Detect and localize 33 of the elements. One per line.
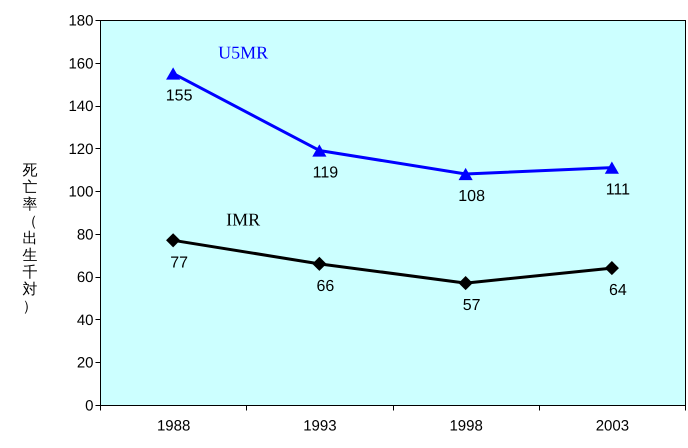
data-label: 64 bbox=[608, 282, 627, 300]
data-label: 77 bbox=[170, 254, 188, 272]
data-label: 57 bbox=[462, 297, 481, 314]
y-tick-label: 140 bbox=[68, 98, 94, 116]
y-tick-label: 100 bbox=[68, 184, 94, 201]
data-label: 119 bbox=[312, 164, 338, 182]
y-tick-label: 40 bbox=[76, 312, 94, 329]
x-tick-label: 1988 bbox=[156, 418, 190, 434]
data-label: 155 bbox=[166, 87, 193, 104]
x-tick-label: 1993 bbox=[303, 418, 337, 434]
series-label: IMR bbox=[226, 209, 260, 230]
x-tick-label: 1998 bbox=[449, 418, 483, 434]
y-tick-label: 120 bbox=[68, 140, 94, 158]
y-tick-label: 60 bbox=[76, 269, 94, 286]
data-label: 111 bbox=[606, 182, 630, 199]
data-label: 108 bbox=[458, 188, 486, 205]
data-label: 66 bbox=[316, 278, 334, 295]
point bbox=[604, 161, 619, 174]
point bbox=[312, 144, 326, 157]
x-tick-label: 2003 bbox=[596, 418, 630, 434]
point bbox=[312, 256, 326, 271]
point bbox=[166, 233, 180, 248]
point bbox=[458, 168, 473, 180]
point bbox=[604, 261, 619, 276]
point bbox=[166, 67, 180, 80]
y-tick-label: 160 bbox=[68, 55, 94, 72]
y-tick-label: 20 bbox=[76, 354, 94, 372]
text: 死亡率（出生千対） bbox=[22, 161, 38, 315]
y-tick-label: 80 bbox=[76, 226, 94, 244]
point bbox=[458, 276, 473, 290]
series-label: U5MR bbox=[218, 42, 268, 62]
y-tick-label: 0 bbox=[85, 398, 94, 414]
y-tick-label: 180 bbox=[68, 12, 94, 30]
